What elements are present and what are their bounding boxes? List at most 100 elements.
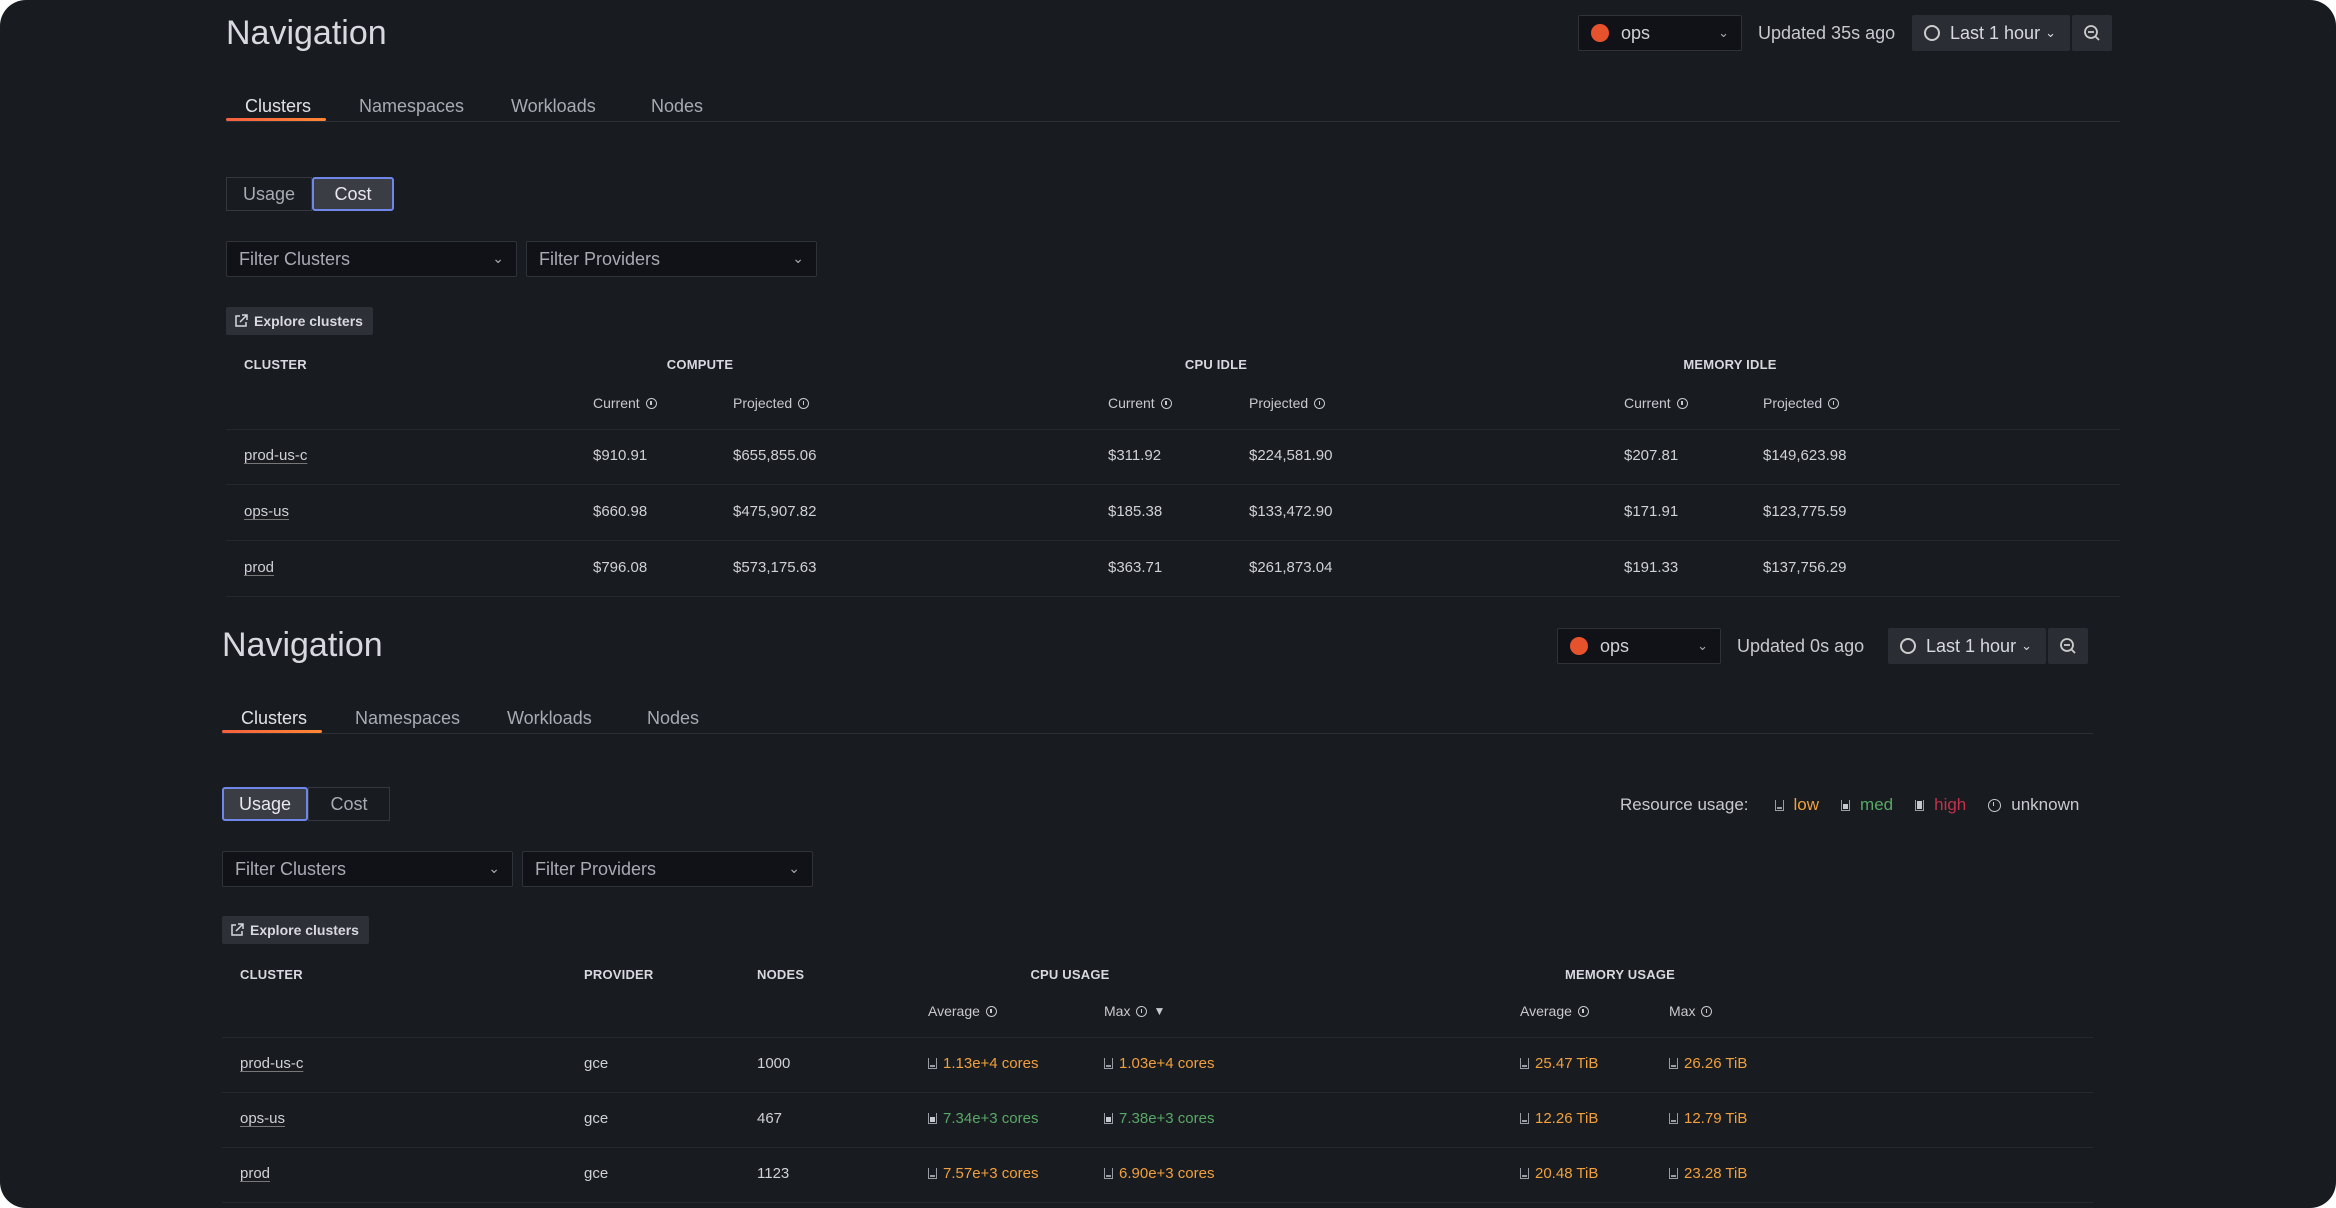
row-divider: [226, 540, 2120, 541]
prometheus-icon: [1591, 24, 1609, 42]
info-icon: [1701, 1005, 1713, 1017]
select-placeholder: Filter Providers: [539, 248, 661, 269]
cell-cpu-current: $185.38: [1108, 503, 1163, 520]
cell-cpu-avg: 7.34e+3 cores: [928, 1110, 1039, 1127]
subheader-current: Current: [593, 395, 657, 411]
column-header-provider: PROVIDER: [584, 967, 654, 982]
cell-compute-projected: $573,175.63: [733, 559, 817, 576]
column-header-nodes: NODES: [757, 967, 805, 982]
cell-mem-projected: $137,756.29: [1763, 559, 1847, 576]
gauge-low-icon: [1520, 1113, 1529, 1124]
cell-cpu-projected: $133,472.90: [1249, 503, 1333, 520]
tab-divider: [226, 121, 2120, 122]
info-icon: [1676, 397, 1688, 409]
column-header-memory-usage: MEMORY USAGE: [1564, 967, 1676, 982]
subheader-projected: Projected: [1763, 395, 1840, 411]
select-placeholder: Filter Clusters: [235, 858, 347, 879]
view-toggle-cost[interactable]: Cost: [308, 787, 390, 821]
info-icon: [1136, 1005, 1148, 1017]
cluster-link[interactable]: prod: [244, 559, 275, 576]
cluster-link[interactable]: ops-us: [244, 503, 290, 520]
row-divider: [222, 1202, 2093, 1203]
tab-workloads[interactable]: Workloads: [511, 96, 596, 116]
cell-cpu-current: $311.92: [1108, 447, 1162, 464]
info-icon: [1577, 1005, 1589, 1017]
row-divider: [226, 596, 2120, 597]
clock-icon: [1924, 25, 1940, 41]
tab-namespaces[interactable]: Namespaces: [359, 96, 465, 116]
legend-item-med: med: [1841, 795, 1893, 815]
filter-providers-select[interactable]: Filter Providers ⌄: [522, 851, 813, 887]
cluster-link[interactable]: ops-us: [240, 1110, 286, 1127]
info-icon: [1828, 397, 1840, 409]
tab-divider: [222, 733, 2093, 734]
cell-mem-current: $207.81: [1624, 447, 1679, 464]
cluster-link[interactable]: prod-us-c: [240, 1055, 304, 1072]
column-header-cluster: CLUSTER: [240, 967, 303, 982]
datasource-picker[interactable]: ops ⌄: [1557, 628, 1721, 664]
cell-provider: gce: [584, 1055, 609, 1072]
column-header-compute: COMPUTE: [666, 357, 734, 372]
cell-nodes: 1123: [757, 1165, 790, 1182]
active-tab-indicator: [222, 730, 322, 733]
cell-mem-current: $171.91: [1624, 503, 1679, 520]
select-placeholder: Filter Clusters: [239, 248, 351, 269]
chevron-down-icon: ⌄: [1697, 638, 1708, 653]
cell-compute-current: $796.08: [593, 559, 648, 576]
gauge-low-icon: [1774, 799, 1784, 811]
gauge-low-icon: [1669, 1113, 1678, 1124]
filter-clusters-select[interactable]: Filter Clusters ⌄: [226, 241, 517, 277]
column-header-memory-idle: MEMORY IDLE: [1683, 357, 1777, 372]
row-divider: [226, 429, 2120, 430]
cluster-link[interactable]: prod-us-c: [244, 447, 308, 464]
legend-text: med: [1860, 795, 1894, 814]
legend-item-low: low: [1774, 795, 1819, 815]
sort-descending-icon: ▼: [1153, 1004, 1166, 1018]
time-range-picker[interactable]: Last 1 hour ⌄: [1912, 15, 2070, 51]
view-toggle-cost[interactable]: Cost: [312, 177, 394, 211]
tab-nodes[interactable]: Nodes: [651, 96, 704, 116]
subheader-max[interactable]: Max ▼: [1104, 1003, 1166, 1019]
zoom-out-button[interactable]: [2072, 15, 2112, 51]
datasource-label: ops: [1621, 22, 1651, 43]
cluster-link[interactable]: prod: [240, 1165, 271, 1182]
cell-cpu-avg: 7.57e+3 cores: [928, 1165, 1039, 1182]
cell-mem-max: 12.79 TiB: [1669, 1110, 1747, 1127]
subheader-projected: Projected: [1249, 395, 1326, 411]
view-toggle-usage[interactable]: Usage: [222, 787, 308, 821]
tab-namespaces[interactable]: Namespaces: [355, 708, 461, 728]
time-range-picker[interactable]: Last 1 hour ⌄: [1888, 628, 2046, 664]
cell-provider: gce: [584, 1110, 609, 1127]
gauge-low-icon: [928, 1058, 937, 1069]
info-icon: [798, 397, 810, 409]
datasource-label: ops: [1600, 635, 1630, 656]
cell-mem-projected: $123,775.59: [1763, 503, 1847, 520]
filter-providers-select[interactable]: Filter Providers ⌄: [526, 241, 817, 277]
cell-compute-current: $910.91: [593, 447, 648, 464]
gauge-low-icon: [1520, 1058, 1529, 1069]
cell-mem-avg: 12.26 TiB: [1520, 1110, 1598, 1127]
tab-workloads[interactable]: Workloads: [507, 708, 592, 728]
cell-mem-current: $191.33: [1624, 559, 1679, 576]
cell-mem-avg: 25.47 TiB: [1520, 1055, 1598, 1072]
view-toggle-usage[interactable]: Usage: [226, 177, 312, 211]
filter-clusters-select[interactable]: Filter Clusters ⌄: [222, 851, 513, 887]
tab-clusters[interactable]: Clusters: [245, 96, 312, 116]
tab-nodes[interactable]: Nodes: [647, 708, 700, 728]
datasource-picker[interactable]: ops ⌄: [1578, 15, 1742, 51]
tab-clusters[interactable]: Clusters: [241, 708, 308, 728]
chevron-down-icon: ⌄: [792, 250, 804, 266]
gauge-med-icon: [928, 1113, 937, 1124]
zoom-out-button[interactable]: [2048, 628, 2088, 664]
explore-clusters-button[interactable]: Explore clusters: [226, 307, 373, 335]
gauge-med-icon: [1104, 1113, 1113, 1124]
explore-clusters-button[interactable]: Explore clusters: [222, 916, 369, 944]
last-updated-text: Updated 35s ago: [1758, 23, 1896, 43]
column-header-cpu-idle: CPU IDLE: [1184, 357, 1248, 372]
gauge-high-icon: [1915, 799, 1925, 811]
cell-mem-avg: 20.48 TiB: [1520, 1165, 1598, 1182]
zoom-out-icon: [2084, 25, 2100, 41]
time-range-label: Last 1 hour: [1926, 635, 2017, 656]
column-header-cluster: CLUSTER: [244, 357, 307, 372]
legend-text: unknown: [2011, 795, 2080, 814]
